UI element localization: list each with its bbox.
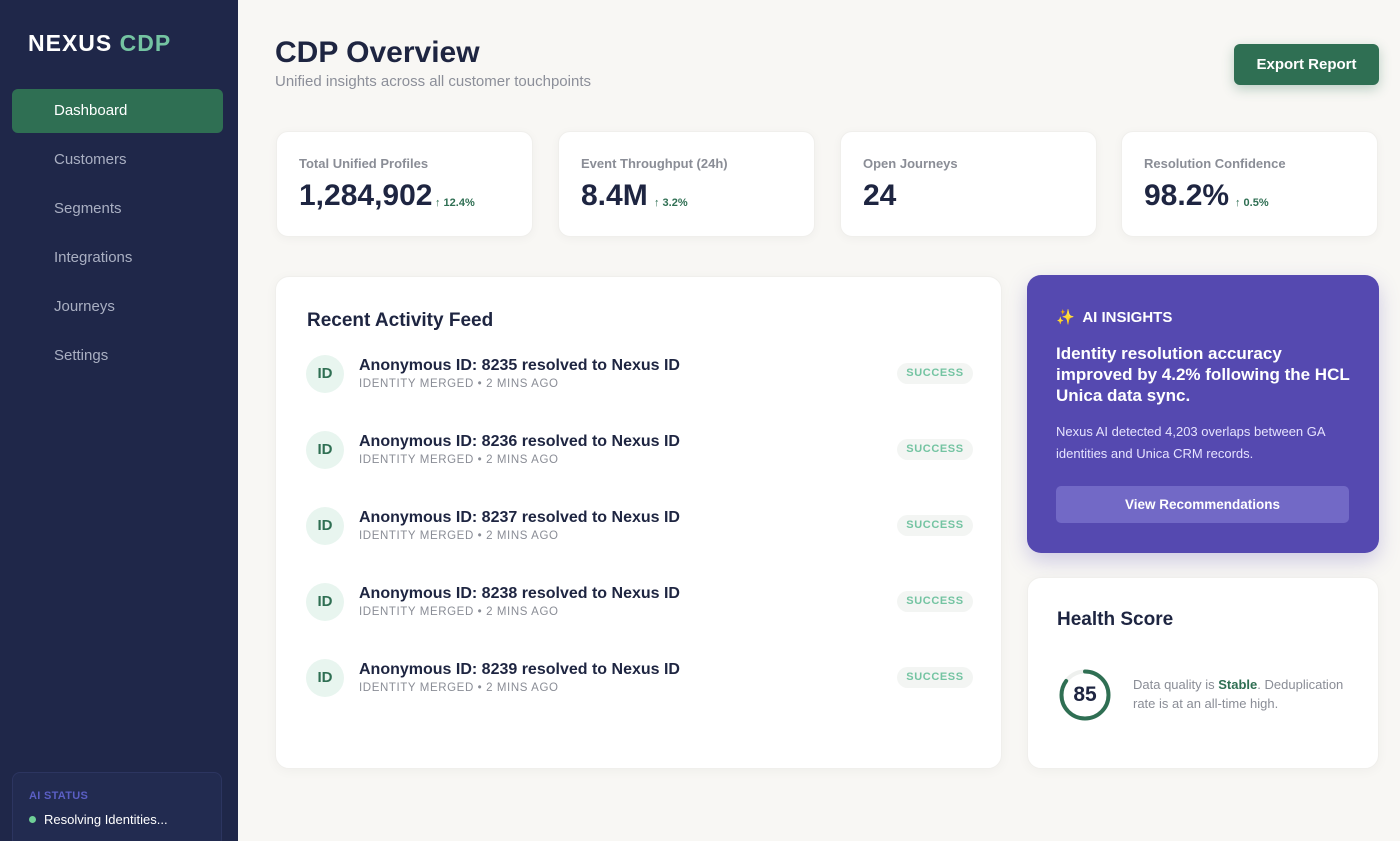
sidebar-item-journeys[interactable]: Journeys <box>54 298 115 315</box>
stat-value: 8.4M <box>581 179 648 212</box>
ai-insights-headline: Identity resolution accuracy improved by… <box>1056 344 1350 405</box>
activity-title: Anonymous ID: 8239 resolved to Nexus ID <box>359 661 680 678</box>
activity-feed-card: Recent Activity Feed ID Anonymous ID: 82… <box>275 276 1002 769</box>
stat-delta: ↑ 0.5% <box>1235 197 1269 209</box>
activity-title: Anonymous ID: 8235 resolved to Nexus ID <box>359 357 680 374</box>
ai-status-text: Resolving Identities... <box>44 812 168 827</box>
health-score-gauge <box>1059 669 1111 721</box>
stat-label: Resolution Confidence <box>1144 156 1286 171</box>
ai-insights-header: ✨ AI INSIGHTS <box>1056 308 1172 326</box>
sidebar-item-dashboard[interactable]: Dashboard <box>12 89 223 133</box>
ai-status-panel: AI STATUS Resolving Identities... <box>12 772 222 841</box>
identity-avatar: ID <box>306 355 344 393</box>
logo-text-main: NEXUS <box>28 30 113 56</box>
ai-insights-card: ✨ AI INSIGHTS Identity resolution accura… <box>1027 275 1379 553</box>
health-status: Stable <box>1218 677 1258 692</box>
sidebar-item-integrations[interactable]: Integrations <box>54 249 133 266</box>
status-badge: SUCCESS <box>897 439 973 460</box>
stat-value: 98.2% <box>1144 179 1230 212</box>
ai-insights-body: Nexus AI detected 4,203 overlaps between… <box>1056 424 1325 461</box>
health-score-title: Health Score <box>1057 609 1174 630</box>
stat-label: Total Unified Profiles <box>299 156 429 171</box>
health-score-arc <box>1059 669 1111 721</box>
activity-meta: IDENTITY MERGED • 2 MINS AGO <box>359 378 559 390</box>
stat-label: Open Journeys <box>863 156 958 171</box>
activity-title: Anonymous ID: 8238 resolved to Nexus ID <box>359 585 680 602</box>
identity-avatar: ID <box>306 431 344 469</box>
sidebar-item-customers[interactable]: Customers <box>54 151 127 168</box>
health-score-description: Data quality is Stable. Deduplication ra… <box>1133 675 1358 713</box>
sidebar: NEXUS CDP Dashboard Customers Segments I… <box>0 0 238 841</box>
health-score-card: Health Score 85 Data quality is Stable. … <box>1027 577 1379 769</box>
list-item[interactable]: ID Anonymous ID: 8236 resolved to Nexus … <box>306 431 973 471</box>
stat-value: 24 <box>863 179 897 212</box>
stat-value: 1,284,902 <box>299 179 433 212</box>
stat-label: Event Throughput (24h) <box>581 156 728 171</box>
page-title: CDP Overview <box>275 36 480 69</box>
stat-card-resolution-confidence: Resolution Confidence 98.2% ↑ 0.5% <box>1121 131 1378 237</box>
health-text-prefix: Data quality is <box>1133 677 1219 692</box>
sidebar-item-settings[interactable]: Settings <box>54 347 109 364</box>
logo-text-accent: CDP <box>119 30 172 56</box>
identity-avatar: ID <box>306 659 344 697</box>
status-badge: SUCCESS <box>897 515 973 536</box>
app-logo[interactable]: NEXUS CDP <box>28 30 171 57</box>
activity-meta: IDENTITY MERGED • 2 MINS AGO <box>359 454 559 466</box>
sidebar-item-segments[interactable]: Segments <box>54 200 122 217</box>
stat-card-total-profiles: Total Unified Profiles 1,284,902 ↑ 12.4% <box>276 131 533 237</box>
stat-delta: ↑ 12.4% <box>435 197 475 209</box>
list-item[interactable]: ID Anonymous ID: 8239 resolved to Nexus … <box>306 659 973 699</box>
activity-title: Anonymous ID: 8237 resolved to Nexus ID <box>359 509 680 526</box>
status-badge: SUCCESS <box>897 667 973 688</box>
activity-meta: IDENTITY MERGED • 2 MINS AGO <box>359 606 559 618</box>
list-item[interactable]: ID Anonymous ID: 8238 resolved to Nexus … <box>306 583 973 623</box>
export-report-button[interactable]: Export Report <box>1234 44 1379 85</box>
sparkles-icon: ✨ <box>1056 309 1075 326</box>
ai-status-label: AI STATUS <box>29 790 89 802</box>
list-item[interactable]: ID Anonymous ID: 8237 resolved to Nexus … <box>306 507 973 547</box>
activity-meta: IDENTITY MERGED • 2 MINS AGO <box>359 682 559 694</box>
status-dot-icon <box>29 816 36 823</box>
page-subtitle: Unified insights across all customer tou… <box>275 73 591 90</box>
activity-meta: IDENTITY MERGED • 2 MINS AGO <box>359 530 559 542</box>
stat-card-event-throughput: Event Throughput (24h) 8.4M ↑ 3.2% <box>558 131 815 237</box>
ai-insights-title: AI INSIGHTS <box>1082 309 1173 326</box>
stat-card-open-journeys: Open Journeys 24 <box>840 131 1097 237</box>
status-badge: SUCCESS <box>897 363 973 384</box>
view-recommendations-button[interactable]: View Recommendations <box>1056 486 1349 523</box>
health-score-value: 85 <box>1073 683 1097 706</box>
activity-title: Anonymous ID: 8236 resolved to Nexus ID <box>359 433 680 450</box>
activity-feed-title: Recent Activity Feed <box>307 310 494 331</box>
health-text-suffix: . Deduplication rate is at an all-time h… <box>1133 677 1344 711</box>
stat-delta: ↑ 3.2% <box>654 197 688 209</box>
identity-avatar: ID <box>306 507 344 545</box>
status-badge: SUCCESS <box>897 591 973 612</box>
list-item[interactable]: ID Anonymous ID: 8235 resolved to Nexus … <box>306 355 973 395</box>
identity-avatar: ID <box>306 583 344 621</box>
